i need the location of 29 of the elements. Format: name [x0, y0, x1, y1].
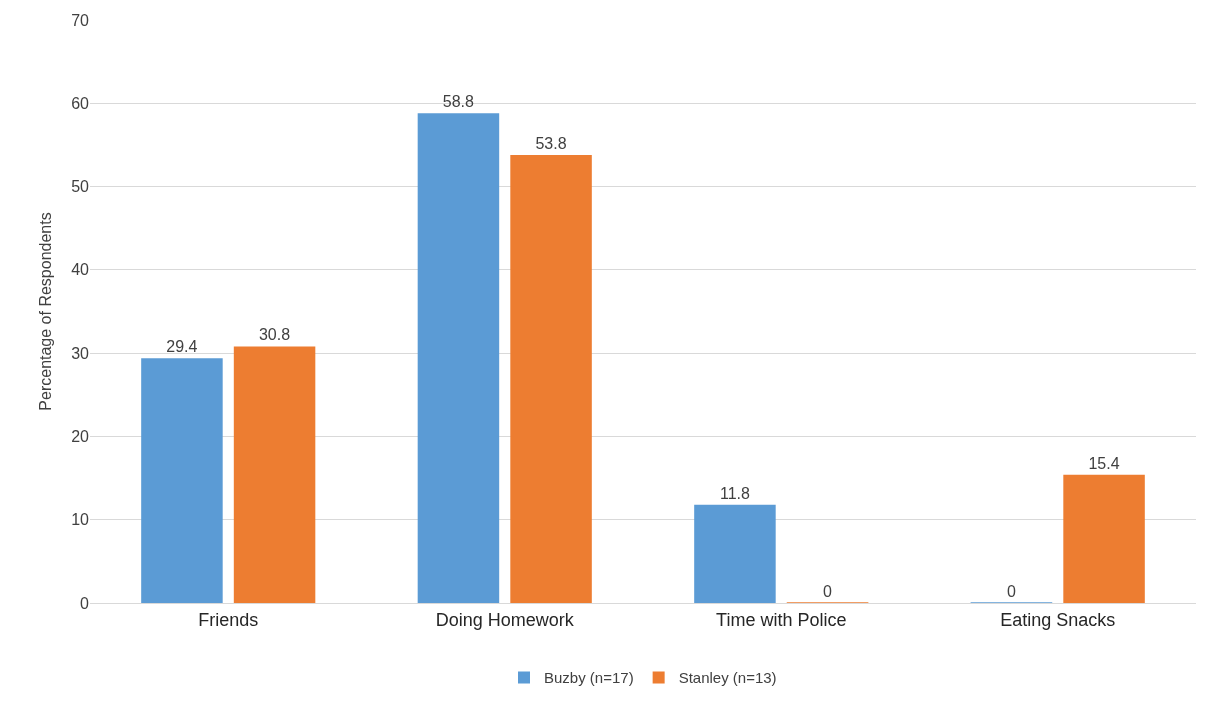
bar	[141, 358, 223, 603]
x-tick-label: Time with Police	[716, 609, 847, 630]
data-label: 29.4	[166, 338, 198, 356]
bar	[1063, 474, 1145, 603]
data-label: 0	[1006, 583, 1016, 600]
data-label: 30.8	[258, 326, 291, 344]
data-label: 53.8	[535, 134, 567, 152]
x-tick-label: Eating Snacks	[1000, 609, 1116, 630]
data-label: 58.8	[442, 93, 475, 111]
y-tick-label: 70	[71, 11, 90, 29]
y-tick-label: 30	[71, 344, 90, 362]
y-tick-label: 60	[71, 94, 90, 112]
legend-label: Stanley (n=13)	[678, 669, 777, 687]
bar	[233, 346, 316, 603]
y-tick-label: 0	[80, 594, 90, 612]
y-tick-label: 40	[71, 261, 90, 279]
bar	[417, 113, 500, 603]
y-tick-label: 20	[71, 428, 90, 446]
x-tick-label: Doing Homework	[435, 609, 575, 630]
y-tick-label: 50	[71, 178, 90, 196]
data-label: 15.4	[1088, 454, 1120, 472]
bar	[510, 154, 592, 603]
y-tick-label: 10	[71, 511, 90, 529]
y-axis-title: Percentage of Respondents	[37, 212, 55, 411]
legend-label: Buzby (n=17)	[544, 669, 634, 687]
data-label: 0	[823, 583, 833, 600]
x-tick-label: Friends	[198, 609, 259, 630]
bar	[694, 504, 776, 603]
data-label: 11.8	[719, 484, 750, 502]
